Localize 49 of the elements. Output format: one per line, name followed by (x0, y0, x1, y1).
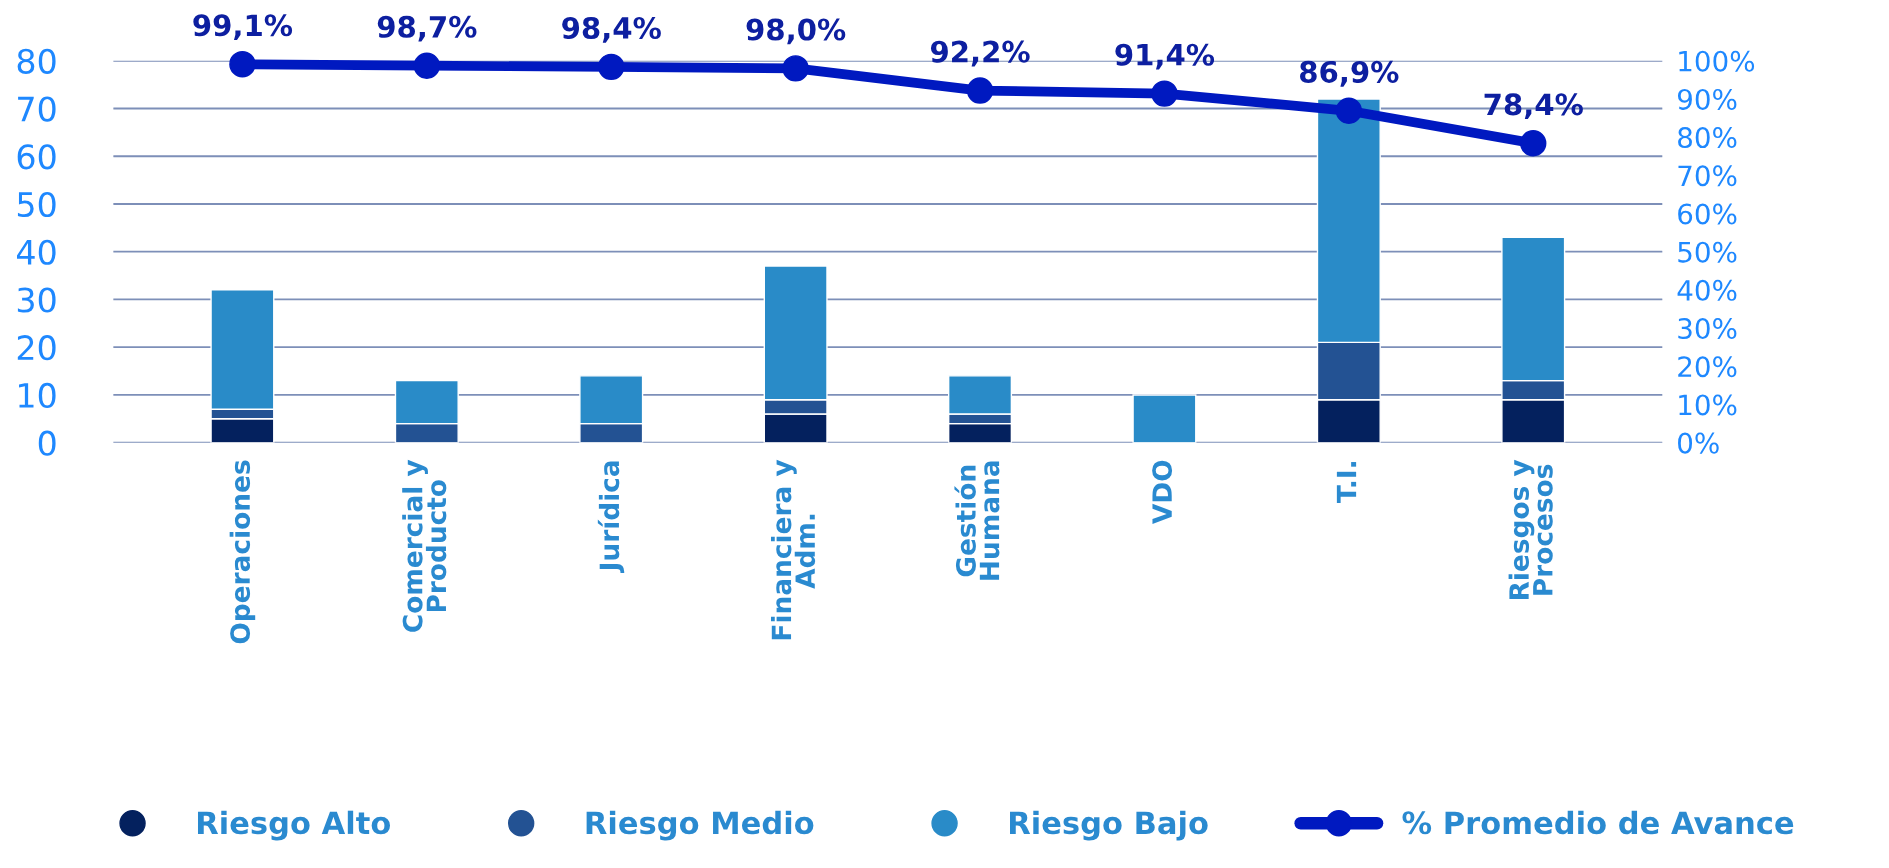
y2-tick-label: 40% (1677, 279, 1737, 301)
legend-label: Riesgo Medio (586, 810, 814, 841)
data-label: 98,0% (746, 18, 846, 45)
y2-tick-label: 10% (1679, 394, 1737, 416)
y-tick-label: 10 (19, 382, 56, 409)
y2-tick-label: 50% (1678, 241, 1737, 263)
y-tick-label: 70 (18, 96, 56, 122)
legend-label: Riesgo Bajo (1010, 810, 1208, 841)
y-tick-label: 60 (17, 144, 56, 170)
bar (1132, 394, 1197, 443)
point (782, 55, 809, 82)
y2-tick-label: 0% (1678, 432, 1719, 454)
y-tick-label: 20 (17, 335, 56, 361)
y2-tick-label: 80% (1678, 127, 1737, 149)
point (1151, 80, 1178, 107)
data-label: 99,1% (193, 14, 293, 41)
y-tick-label: 80 (17, 48, 56, 74)
x-tick-label: Riesgos y Procesos (1508, 459, 1553, 600)
x-tick-label: VDO (1152, 460, 1173, 524)
y-tick-label: 0 (38, 430, 56, 456)
y2-tick-label: 20% (1678, 356, 1737, 378)
data-label: 92,2% (930, 40, 1030, 67)
x-tick-label: Jurídica (597, 461, 625, 573)
y-tick-label: 50 (17, 191, 56, 218)
point (1335, 97, 1363, 124)
y-tick-label: 40 (17, 239, 56, 265)
data-label: 98,7% (377, 15, 477, 42)
point (413, 52, 441, 79)
y2-tick-label: 100% (1679, 50, 1755, 72)
y2-tick-label: 60% (1678, 203, 1737, 225)
y-tick-label: 30 (17, 287, 56, 313)
y2-tick-label: 90% (1677, 88, 1737, 110)
data-label: 86,9% (1300, 60, 1399, 87)
x-tick-label: Gestión Humana (954, 461, 1000, 580)
legend-label: % Promedio de Avance (1402, 810, 1794, 835)
x-tick-label: Financiera y Adm. (770, 459, 816, 640)
x-tick-label: T.I. (1336, 462, 1357, 504)
point (966, 77, 994, 104)
data-label: 78,4% (1484, 93, 1583, 120)
y2-tick-label: 30% (1678, 318, 1737, 340)
point (229, 51, 256, 78)
y2-tick-label: 70% (1678, 165, 1737, 187)
x-tick-label: Comercial y Producto (402, 459, 447, 632)
data-label: 91,4% (1115, 43, 1215, 70)
point (1520, 130, 1547, 157)
point (598, 53, 625, 81)
legend-label: Riesgo Alto (197, 810, 391, 841)
data-label: 98,4% (562, 16, 661, 43)
x-tick-label: Operaciones (229, 460, 256, 644)
